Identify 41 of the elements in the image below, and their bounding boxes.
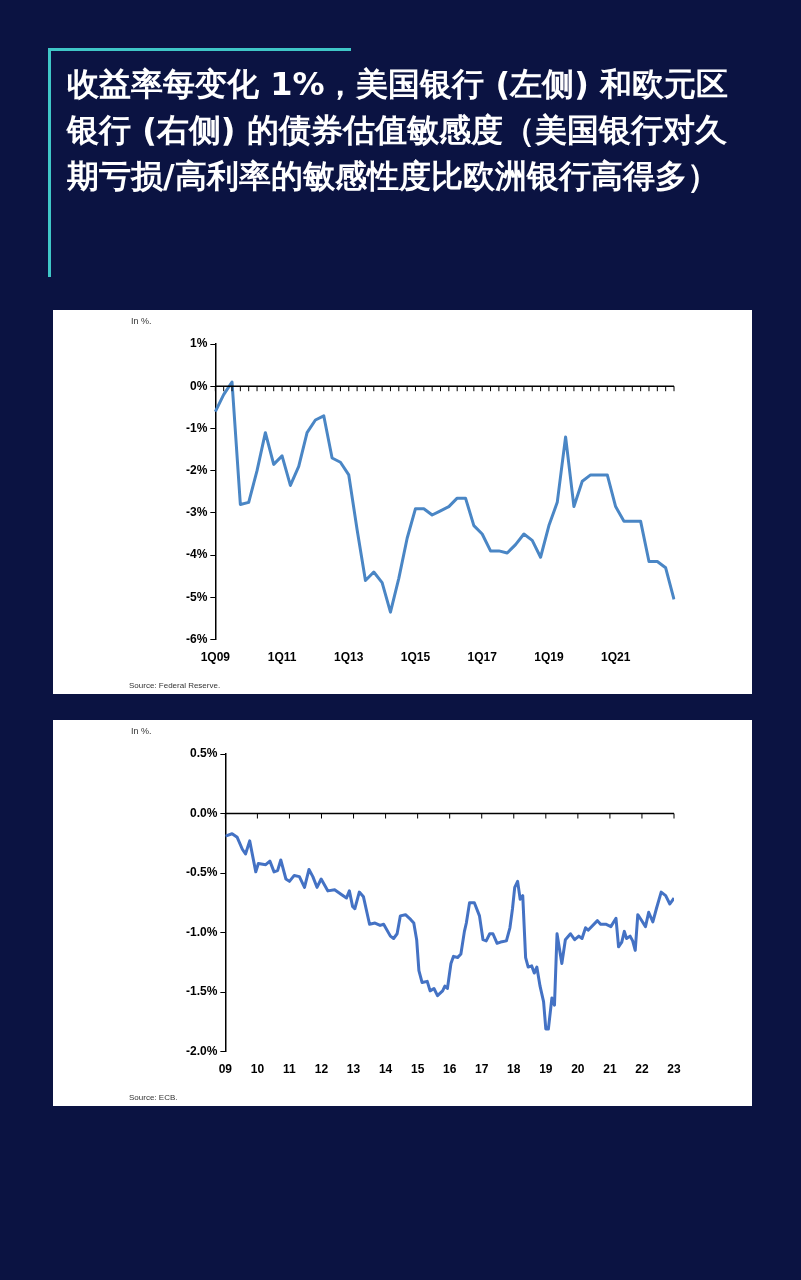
x-tick-label: 1Q13 <box>334 650 364 665</box>
source-note: Source: ECB. <box>129 1093 178 1102</box>
x-tick-label: 22 <box>635 1062 649 1077</box>
x-tick-label: 21 <box>603 1062 617 1077</box>
x-tick-label: 16 <box>442 1062 457 1077</box>
y-tick-label: -3% <box>186 505 208 520</box>
x-tick-label: 18 <box>507 1062 521 1077</box>
x-tick-label: 12 <box>314 1062 329 1077</box>
x-tick-label: 17 <box>475 1062 489 1077</box>
x-tick-label: 23 <box>667 1062 681 1077</box>
y-tick-label: -4% <box>186 547 208 562</box>
y-tick-label: -5% <box>186 589 208 604</box>
y-axis-title: In %. <box>131 726 152 736</box>
y-tick-label: 0.0% <box>189 805 218 820</box>
y-tick-label: -1.0% <box>185 924 218 939</box>
y-tick-label: -2% <box>186 463 208 477</box>
y-tick-label: -6% <box>186 631 208 646</box>
x-tick-label: 14 <box>378 1062 393 1077</box>
x-tick-label: 1Q11 <box>267 650 297 665</box>
y-tick-label: 0% <box>190 378 208 393</box>
x-tick-label: 1Q15 <box>400 650 431 665</box>
chart-title: 收益率每变化 1%，美国银行 (左侧) 和欧元区银行 (右侧) 的债券估值敏感度（美国银行对久期亏损/高利率的敏感性度比欧洲银行高得多） <box>67 64 729 197</box>
x-tick-label: 20 <box>571 1062 585 1077</box>
y-axis-title: In %. <box>131 316 152 326</box>
x-tick-label: 1Q21 <box>600 650 631 665</box>
x-tick-label: 19 <box>539 1062 553 1077</box>
source-note: Source: Federal Reserve. <box>129 681 221 690</box>
y-tick-label: -0.5% <box>185 865 218 880</box>
x-tick-label: 1Q17 <box>467 650 498 665</box>
y-tick-label: -2.0% <box>185 1043 218 1058</box>
x-tick-label: 11 <box>283 1062 297 1077</box>
x-tick-label: 13 <box>346 1062 361 1077</box>
y-tick-label: -1% <box>186 420 208 435</box>
x-tick-label: 10 <box>250 1062 265 1077</box>
x-tick-label: 1Q09 <box>200 650 231 665</box>
x-tick-label: 15 <box>410 1062 425 1077</box>
x-tick-label: 1Q19 <box>534 650 564 665</box>
y-tick-label: 0.5% <box>189 746 218 761</box>
x-tick-label: 09 <box>218 1062 233 1077</box>
y-tick-label: -1.5% <box>185 984 218 999</box>
y-tick-label: 1% <box>190 336 208 351</box>
